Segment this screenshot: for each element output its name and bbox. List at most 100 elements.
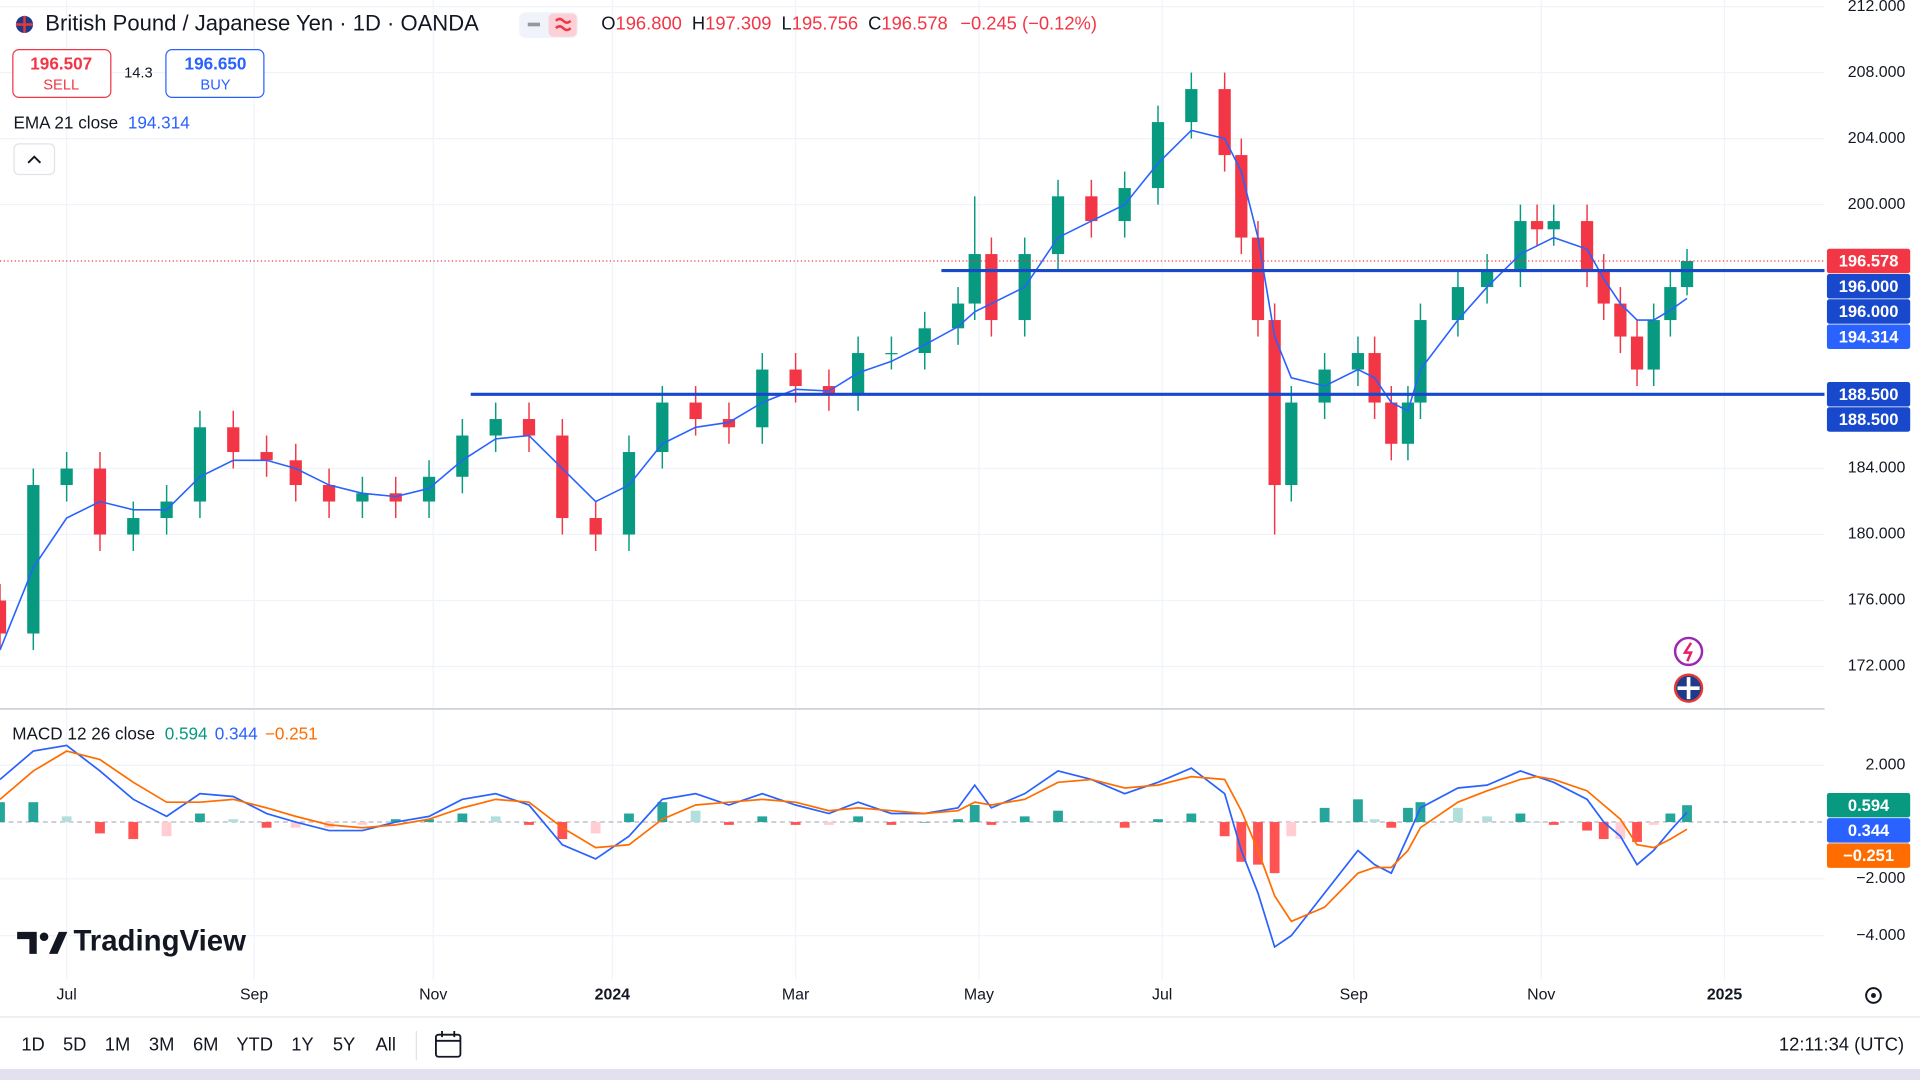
price-tag — [1826, 407, 1911, 432]
ohlc-value: 196.578 — [881, 12, 947, 33]
candle-body — [1051, 196, 1065, 255]
buy-label: BUY — [200, 78, 230, 94]
x-tick-label: May — [964, 987, 994, 1004]
toggle-icon — [555, 17, 572, 32]
sell-button[interactable] — [12, 48, 112, 98]
toggle-active[interactable] — [548, 13, 577, 37]
candle-body — [422, 476, 436, 502]
histogram-bar — [1615, 822, 1626, 840]
ema-value: 194.314 — [128, 112, 190, 132]
histogram-bar — [128, 822, 139, 840]
price-tag-label: 188.500 — [1839, 385, 1899, 404]
candle-body — [227, 427, 240, 453]
timeframe-button[interactable]: 6M — [193, 1034, 219, 1055]
histogram-bar — [919, 822, 930, 823]
histogram-bar — [1482, 816, 1492, 823]
timeframe-button[interactable]: All — [376, 1034, 396, 1055]
candle-body — [1680, 261, 1694, 288]
candle-body — [389, 493, 402, 502]
buy-price: 196.650 — [185, 53, 247, 73]
candle-body — [1351, 353, 1365, 370]
price-tag-label: 188.500 — [1839, 410, 1899, 429]
collapse-button[interactable] — [13, 143, 56, 176]
candle-body — [289, 460, 302, 486]
buy-button[interactable] — [165, 48, 265, 98]
timeframe-bar: 1D 5D 1M 3M 6M YTD 1Y 5Y All — [21, 1034, 396, 1055]
histogram-bar — [886, 822, 897, 825]
bottom-strip — [0, 1068, 1920, 1080]
candle-body — [1151, 122, 1165, 189]
flag-cross — [15, 15, 34, 34]
price-tag-label: 0.344 — [1848, 821, 1890, 840]
histogram-bar — [1286, 822, 1297, 837]
ema-legend[interactable]: EMA 21 close 194.314 — [13, 112, 190, 132]
histogram-bar — [195, 813, 205, 823]
candle-body — [756, 369, 769, 428]
y-tick-label: 200.000 — [1848, 196, 1906, 213]
candle-body — [1385, 402, 1398, 444]
timeframe-button[interactable]: YTD — [236, 1034, 273, 1055]
candle-body — [722, 419, 736, 428]
timeframe-button[interactable]: 5D — [63, 1034, 86, 1055]
macd-signal-value: −0.251 — [265, 723, 318, 743]
x-tick-label: Sep — [1340, 987, 1368, 1004]
timeframe-button[interactable]: 3M — [149, 1034, 175, 1055]
histogram-bar — [1415, 802, 1426, 823]
ema-line — [0, 129, 1688, 651]
macd-hist-value: 0.594 — [165, 723, 208, 743]
candle-body — [322, 485, 336, 502]
y-tick-label: 180.000 — [1848, 526, 1906, 543]
histogram-bar — [624, 813, 634, 823]
candle-body — [789, 369, 802, 387]
timeframe-button[interactable]: 1D — [21, 1034, 44, 1055]
histogram-bar — [1253, 822, 1263, 865]
ema-name: EMA 21 close — [13, 112, 118, 132]
candle-body — [1218, 89, 1231, 156]
candle-body — [885, 353, 898, 355]
timeframe-button[interactable]: 1Y — [291, 1034, 313, 1055]
candle-body — [689, 402, 702, 420]
price-tag-label: 0.594 — [1848, 796, 1890, 815]
candle-body — [522, 419, 536, 436]
candle-body — [1480, 270, 1494, 288]
timeframe-button[interactable]: 5Y — [333, 1034, 355, 1055]
candle-body — [1597, 270, 1610, 304]
clock[interactable]: 12:11:34 (UTC) — [1779, 1034, 1904, 1055]
settings-icon-dot — [1871, 993, 1876, 998]
price-tag — [1826, 299, 1911, 324]
timeframe-button[interactable]: 1M — [105, 1034, 131, 1055]
price-tag — [1826, 274, 1911, 299]
symbol-title[interactable]: British Pound / Japanese Yen · 1D · OAND… — [45, 10, 479, 35]
histogram-bar — [1682, 805, 1692, 823]
histogram-bar — [590, 822, 601, 834]
histogram-bar — [357, 822, 368, 825]
event-icon-glyph — [1682, 642, 1693, 662]
histogram-bar — [290, 822, 301, 828]
histogram-bar — [986, 822, 997, 825]
candle-body — [1647, 320, 1660, 370]
histogram-bar — [1632, 822, 1642, 842]
candle-body — [589, 518, 602, 535]
candle-body — [193, 427, 207, 502]
date-range-icon[interactable] — [435, 1033, 462, 1058]
candle-body — [1530, 221, 1544, 230]
settings-icon[interactable] — [1865, 987, 1882, 1004]
x-tick-label: Jul — [1152, 987, 1172, 1004]
histogram-bar — [657, 802, 668, 823]
histogram-bar — [1548, 822, 1559, 825]
date-range-icon-detail — [435, 1031, 461, 1042]
candle-body — [0, 600, 7, 634]
histogram-bar — [1153, 819, 1163, 823]
histogram-bar — [1353, 799, 1363, 823]
price-tag — [1826, 818, 1911, 843]
histogram-bar — [1119, 822, 1130, 828]
macd-legend[interactable]: MACD 12 26 close 0.594 0.344 −0.251 — [12, 723, 317, 743]
candle-body — [1285, 402, 1298, 486]
axes: Jul Sep Nov 2024 Mar May Jul Sep Nov 2025 172.000 1… — [56, 0, 1911, 1004]
histogram-bar — [1086, 822, 1097, 823]
change: −0.245 (−0.12%) — [960, 12, 1097, 33]
y-tick-label: 172.000 — [1848, 658, 1906, 675]
y-tick-label: 176.000 — [1848, 592, 1906, 609]
histogram-bar — [1648, 822, 1659, 825]
